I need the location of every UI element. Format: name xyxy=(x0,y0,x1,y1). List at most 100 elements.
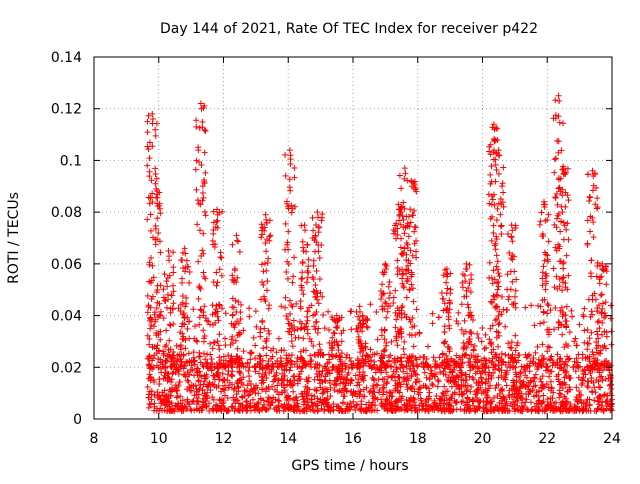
data-point xyxy=(431,400,438,407)
data-point xyxy=(487,400,494,407)
data-point xyxy=(383,369,390,376)
data-point xyxy=(494,258,501,265)
data-point xyxy=(282,172,289,179)
data-point xyxy=(488,237,495,244)
data-point xyxy=(552,155,559,162)
data-point xyxy=(596,393,603,400)
data-point xyxy=(154,215,161,222)
data-point xyxy=(167,322,174,329)
data-point xyxy=(513,276,520,283)
data-point xyxy=(413,379,420,386)
data-point xyxy=(493,328,500,335)
data-point xyxy=(498,361,505,368)
data-point xyxy=(554,351,561,358)
data-point xyxy=(266,369,273,376)
data-point xyxy=(543,278,550,285)
data-point xyxy=(236,331,243,338)
data-point xyxy=(411,404,418,411)
data-point xyxy=(149,199,156,206)
data-point xyxy=(216,331,223,338)
data-point xyxy=(247,356,254,363)
data-point xyxy=(218,254,225,261)
data-point xyxy=(599,300,606,307)
data-point xyxy=(305,263,312,270)
data-point xyxy=(170,288,177,295)
data-point xyxy=(270,363,277,370)
data-point xyxy=(576,387,583,394)
data-point xyxy=(344,351,351,358)
data-point xyxy=(466,261,473,268)
data-point xyxy=(348,376,355,383)
data-point xyxy=(594,304,601,311)
data-point xyxy=(183,294,190,301)
data-point xyxy=(389,373,396,380)
data-point xyxy=(360,347,367,354)
data-point xyxy=(214,338,221,345)
data-point xyxy=(559,311,566,318)
data-point xyxy=(177,364,184,371)
data-point xyxy=(604,363,611,370)
data-point xyxy=(354,355,361,362)
data-point xyxy=(170,360,177,367)
data-point xyxy=(560,367,567,374)
data-point xyxy=(495,270,502,277)
data-point xyxy=(487,382,494,389)
data-point xyxy=(301,222,308,229)
data-point xyxy=(378,295,385,302)
data-point xyxy=(144,332,151,339)
data-point xyxy=(350,360,357,367)
data-point xyxy=(607,302,614,309)
data-point xyxy=(364,324,371,331)
data-point xyxy=(540,263,547,270)
data-point xyxy=(547,399,554,406)
data-point xyxy=(590,351,597,358)
data-point xyxy=(399,250,406,257)
x-tick-label: 20 xyxy=(474,431,492,447)
data-point xyxy=(199,404,206,411)
data-point xyxy=(187,367,194,374)
data-point xyxy=(574,363,581,370)
data-point xyxy=(488,163,495,170)
data-point xyxy=(413,237,420,244)
data-point xyxy=(405,377,412,384)
data-point xyxy=(323,365,330,372)
data-point xyxy=(285,228,292,235)
data-point xyxy=(170,300,177,307)
data-point xyxy=(561,379,568,386)
data-point xyxy=(456,385,463,392)
data-point xyxy=(355,333,362,340)
data-point xyxy=(594,331,601,338)
data-point xyxy=(149,262,156,269)
data-point xyxy=(509,301,516,308)
data-point xyxy=(523,396,530,403)
data-point xyxy=(341,385,348,392)
data-point xyxy=(279,403,286,410)
data-point xyxy=(543,364,550,371)
data-point xyxy=(499,385,506,392)
data-point xyxy=(147,194,154,201)
data-point xyxy=(426,403,433,410)
data-point xyxy=(565,356,572,363)
data-point xyxy=(400,368,407,375)
data-point xyxy=(408,183,415,190)
data-point xyxy=(285,246,292,253)
data-point xyxy=(445,408,452,415)
data-point xyxy=(265,383,272,390)
data-point xyxy=(495,283,502,290)
data-point xyxy=(179,292,186,299)
data-point xyxy=(393,364,400,371)
data-point xyxy=(556,97,563,104)
data-point xyxy=(229,311,236,318)
data-point xyxy=(301,388,308,395)
data-point xyxy=(481,345,488,352)
data-point xyxy=(447,286,454,293)
data-point xyxy=(288,209,295,216)
data-point xyxy=(487,325,494,332)
data-point xyxy=(561,374,568,381)
data-point xyxy=(379,281,386,288)
data-point xyxy=(172,382,179,389)
data-point xyxy=(476,404,483,411)
data-point xyxy=(337,380,344,387)
data-point xyxy=(151,309,158,316)
data-point xyxy=(235,377,242,384)
